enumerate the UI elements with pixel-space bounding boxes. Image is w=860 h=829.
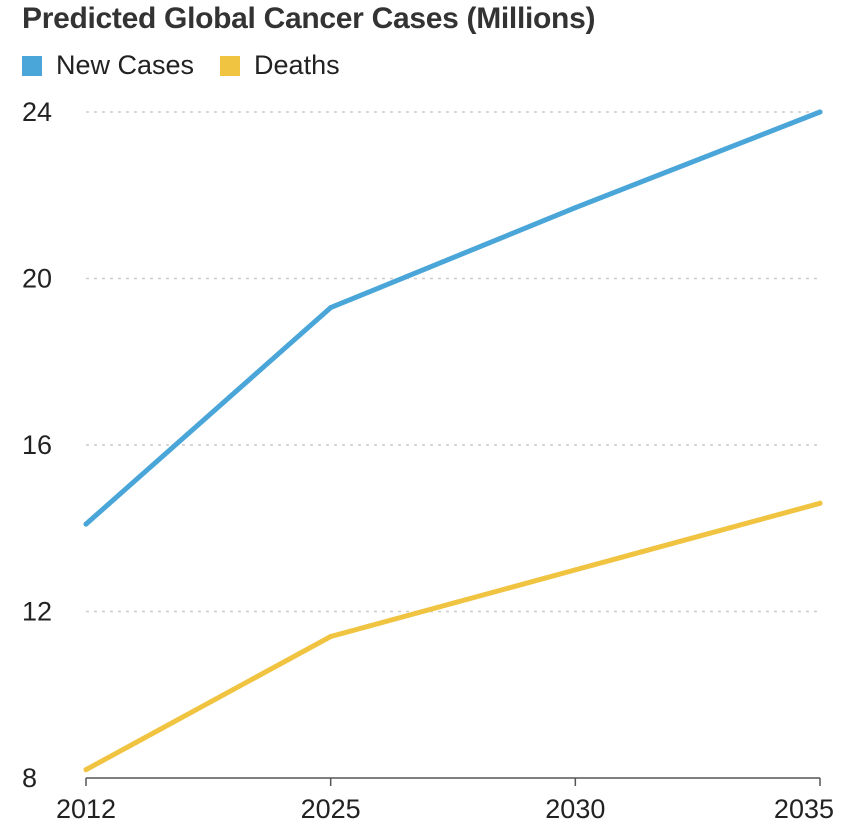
- legend-label-deaths: Deaths: [254, 50, 340, 80]
- x-axis: [85, 777, 821, 786]
- y-tick-label-24: 24: [22, 97, 52, 127]
- legend-item-deaths: Deaths: [220, 50, 340, 81]
- legend-swatch-deaths: [220, 55, 241, 76]
- data-point-new-cases-2025: [328, 305, 334, 311]
- series-lines: [83, 109, 823, 773]
- data-point-new-cases-2035: [817, 109, 823, 115]
- gridlines: [86, 111, 820, 613]
- series-line-deaths: [83, 500, 823, 773]
- y-tick-label-16: 16: [22, 430, 52, 460]
- legend-label-new-cases: New Cases: [56, 50, 195, 80]
- x-tick-label-2035: 2035: [774, 794, 834, 824]
- y-tick-label-8: 8: [22, 763, 37, 793]
- legend-swatch-new-cases: [22, 55, 42, 76]
- data-point-deaths-2012: [83, 767, 89, 773]
- data-point-deaths-2035: [817, 500, 823, 506]
- x-tick-label-2025: 2025: [301, 794, 361, 824]
- data-point-new-cases-2030: [572, 205, 578, 211]
- series-line-new-cases: [83, 109, 823, 527]
- data-point-deaths-2025: [328, 633, 334, 639]
- chart-title: Predicted Global Cancer Cases (Millions): [22, 2, 596, 35]
- x-tick-label-2030: 2030: [545, 794, 605, 824]
- data-point-new-cases-2012: [83, 521, 89, 527]
- data-point-deaths-2030: [572, 567, 578, 573]
- tick-labels: 8 12 16 20 24 2012 2025 2030 2035: [22, 97, 834, 824]
- x-tick-label-2012: 2012: [56, 794, 116, 824]
- legend: New Cases Deaths: [22, 50, 366, 81]
- y-tick-label-12: 12: [22, 597, 52, 627]
- y-tick-label-20: 20: [22, 264, 52, 294]
- legend-item-new-cases: New Cases: [22, 50, 194, 81]
